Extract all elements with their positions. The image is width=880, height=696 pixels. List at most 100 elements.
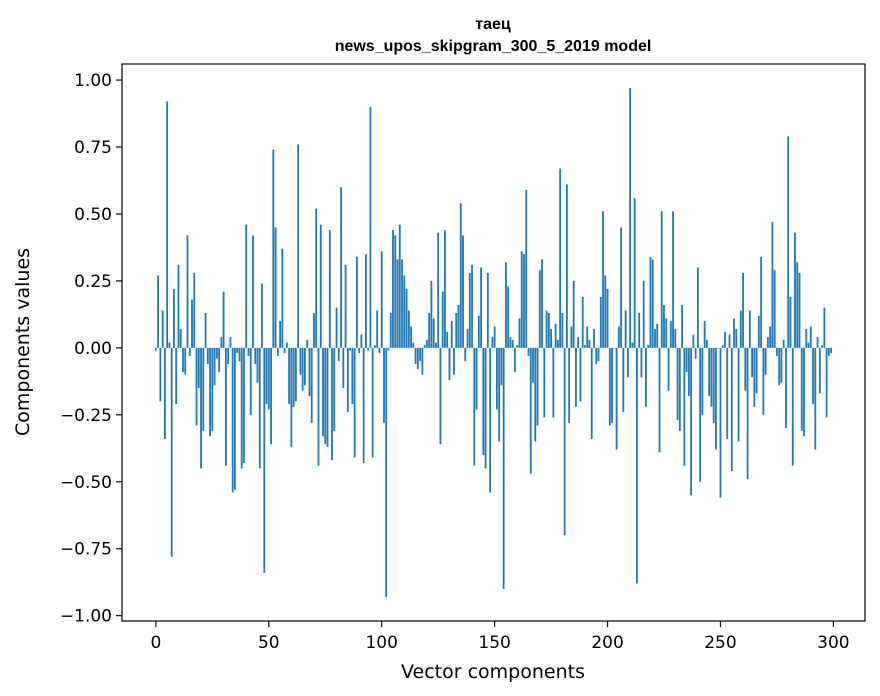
bar-96 bbox=[371, 347, 374, 458]
y-tick-label: 0.75 bbox=[74, 138, 112, 158]
bar-213 bbox=[636, 347, 638, 584]
bar-54 bbox=[276, 347, 279, 356]
bar-60 bbox=[290, 347, 293, 447]
plot-frame bbox=[121, 63, 866, 622]
bar-155 bbox=[505, 262, 507, 348]
bar-167 bbox=[532, 347, 534, 383]
bar-196 bbox=[597, 347, 600, 362]
bar-291 bbox=[812, 347, 814, 405]
bar-35 bbox=[234, 347, 236, 490]
bar-190 bbox=[584, 345, 586, 348]
bar-88 bbox=[353, 347, 356, 458]
bar-224 bbox=[660, 211, 663, 348]
y-tick-label: −0.25 bbox=[60, 406, 112, 426]
bar-22 bbox=[204, 313, 207, 348]
bar-177 bbox=[554, 323, 557, 348]
bar-148 bbox=[489, 347, 492, 493]
bar-141 bbox=[473, 347, 476, 466]
bar-49 bbox=[265, 347, 268, 405]
x-tick-label: 50 bbox=[258, 633, 280, 653]
bar-34 bbox=[231, 347, 234, 493]
bar-83 bbox=[342, 347, 345, 389]
bar-58 bbox=[285, 342, 288, 348]
bar-68 bbox=[308, 347, 311, 397]
bar-175 bbox=[550, 329, 552, 348]
bar-12 bbox=[182, 347, 184, 372]
bar-59 bbox=[288, 347, 291, 405]
bar-16 bbox=[191, 299, 193, 348]
bar-63 bbox=[297, 144, 300, 348]
bar-97 bbox=[374, 345, 376, 348]
bar-243 bbox=[703, 321, 706, 348]
bar-247 bbox=[712, 347, 715, 423]
bar-38 bbox=[240, 347, 243, 469]
bar-182 bbox=[565, 184, 568, 348]
x-tick-label: 250 bbox=[704, 633, 736, 653]
bar-109 bbox=[401, 259, 403, 348]
bar-251 bbox=[721, 345, 724, 348]
bar-133 bbox=[455, 313, 458, 348]
bar-93 bbox=[365, 254, 367, 348]
bar-84 bbox=[344, 264, 347, 348]
bar-265 bbox=[753, 347, 756, 407]
bar-157 bbox=[509, 337, 512, 348]
bar-11 bbox=[179, 329, 182, 348]
bar-80 bbox=[335, 307, 338, 348]
bar-154 bbox=[502, 347, 505, 589]
bar-266 bbox=[755, 347, 758, 394]
bar-289 bbox=[807, 342, 810, 348]
x-tick-label: 300 bbox=[817, 633, 849, 653]
bar-75 bbox=[324, 347, 327, 445]
bar-248 bbox=[715, 347, 717, 450]
x-axis-label: Vector components bbox=[401, 661, 585, 683]
bar-218 bbox=[647, 345, 650, 348]
bar-71 bbox=[315, 208, 318, 348]
bar-168 bbox=[534, 347, 537, 442]
bar-120 bbox=[425, 339, 428, 348]
bar-286 bbox=[800, 347, 803, 431]
bar-299 bbox=[830, 347, 833, 354]
bar-211 bbox=[631, 342, 634, 348]
bar-187 bbox=[577, 337, 580, 348]
bar-273 bbox=[771, 222, 774, 348]
bar-280 bbox=[787, 136, 790, 348]
bar-297 bbox=[825, 347, 828, 418]
bar-245 bbox=[708, 347, 711, 397]
bar-142 bbox=[475, 347, 478, 410]
bar-106 bbox=[394, 235, 397, 348]
bar-102 bbox=[385, 347, 388, 597]
bar-114 bbox=[412, 342, 415, 348]
bar-77 bbox=[328, 230, 331, 348]
bar-223 bbox=[658, 347, 661, 453]
bar-222 bbox=[656, 323, 659, 348]
bar-293 bbox=[816, 337, 819, 348]
bar-61 bbox=[292, 347, 295, 407]
bar-51 bbox=[270, 347, 272, 445]
bar-160 bbox=[516, 345, 519, 348]
bar-295 bbox=[821, 345, 823, 348]
bar-28 bbox=[218, 347, 221, 372]
bar-159 bbox=[514, 347, 516, 372]
bar-158 bbox=[511, 339, 514, 348]
bar-179 bbox=[559, 168, 562, 348]
bar-242 bbox=[701, 347, 704, 415]
bar-70 bbox=[313, 313, 315, 348]
bar-210 bbox=[629, 88, 632, 348]
chart-title-line1: таец bbox=[475, 16, 511, 33]
bar-44 bbox=[254, 347, 257, 364]
bar-9 bbox=[175, 347, 178, 405]
bar-174 bbox=[547, 313, 550, 348]
bar-124 bbox=[435, 342, 437, 348]
bar-197 bbox=[599, 296, 602, 348]
bar-274 bbox=[773, 270, 776, 348]
bar-73 bbox=[319, 224, 322, 348]
bar-277 bbox=[780, 347, 783, 383]
bar-254 bbox=[728, 334, 731, 348]
bar-119 bbox=[423, 345, 426, 348]
bar-170 bbox=[538, 270, 541, 348]
bar-14 bbox=[186, 235, 189, 348]
bar-288 bbox=[805, 329, 808, 348]
bar-90 bbox=[358, 347, 361, 354]
bar-101 bbox=[383, 347, 385, 423]
bar-86 bbox=[349, 347, 351, 351]
